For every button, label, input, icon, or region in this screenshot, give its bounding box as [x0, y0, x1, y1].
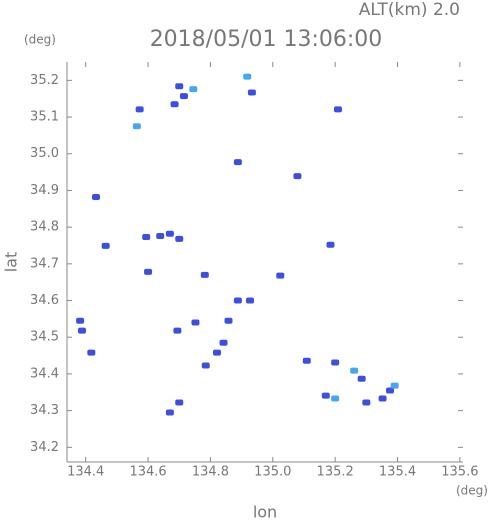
y-tick-label: 34.5: [30, 330, 59, 345]
x-tick-label: 134.8: [192, 465, 229, 480]
echo-cell: [144, 268, 153, 275]
echo-cell: [170, 101, 179, 108]
x-unit: (deg): [456, 484, 488, 498]
echo-cell: [200, 271, 209, 278]
y-tick-label: 34.6: [30, 293, 59, 308]
y-tick-label: 34.2: [30, 440, 59, 455]
echo-cell: [191, 319, 200, 326]
echo-cell: [390, 382, 399, 389]
echo-cell: [293, 173, 302, 180]
y-unit: (deg): [24, 33, 56, 47]
echo-cell: [179, 93, 188, 100]
echo-cell: [321, 392, 330, 399]
echo-cell: [173, 327, 182, 334]
echo-cell: [189, 86, 198, 93]
echo-cell: [142, 234, 151, 241]
x-tick-label: 134.4: [67, 465, 104, 480]
echo-cell: [76, 317, 85, 324]
x-tick-label: 135.6: [441, 465, 478, 480]
echo-cell: [357, 375, 366, 382]
x-tick-label: 135.4: [379, 465, 416, 480]
echo-cell: [175, 83, 184, 90]
echo-cell: [378, 395, 387, 402]
echo-cell: [326, 241, 335, 248]
echo-cell: [101, 242, 110, 249]
echo-cell: [135, 106, 144, 113]
echo-cell: [243, 73, 252, 80]
echo-cell: [331, 359, 340, 366]
echo-cell: [175, 235, 184, 242]
y-tick-label: 34.7: [30, 256, 59, 271]
y-tick-label: 35.1: [30, 110, 59, 125]
echo-cell: [246, 297, 255, 304]
echo-cell: [91, 194, 100, 201]
y-tick-label: 34.9: [30, 183, 59, 198]
echo-cell: [165, 230, 174, 237]
echo-cell: [276, 272, 285, 279]
echo-cell: [175, 399, 184, 406]
echo-cell: [212, 349, 221, 356]
echo-cell: [233, 297, 242, 304]
echo-cell: [331, 395, 340, 402]
echo-cell: [233, 159, 242, 166]
y-tick-label: 34.3: [30, 403, 59, 418]
x-tick-label: 135.2: [317, 465, 354, 480]
y-tick-label: 35.0: [30, 146, 59, 161]
y-tick-label: 35.2: [30, 73, 59, 88]
y-axis-title: lat: [2, 252, 21, 273]
x-tick-label: 135.0: [254, 465, 291, 480]
echo-cell: [201, 362, 210, 369]
echo-cell: [333, 106, 342, 113]
echo-cell: [350, 367, 359, 374]
echo-cell: [219, 339, 228, 346]
chart-title: 2018/05/01 13:06:00: [150, 27, 383, 52]
echo-cell: [362, 399, 371, 406]
x-tick-label: 134.6: [129, 465, 166, 480]
echo-cell: [77, 327, 86, 334]
x-axis-title: lon: [253, 503, 277, 521]
echo-cell: [247, 89, 256, 96]
echo-cell: [302, 357, 311, 364]
echo-cell: [156, 232, 165, 239]
y-tick-label: 34.4: [30, 366, 59, 381]
y-tick-label: 34.8: [30, 220, 59, 235]
altitude-label: ALT(km) 2.0: [359, 0, 460, 20]
echo-cell: [87, 349, 96, 356]
echo-cell: [165, 409, 174, 416]
echo-cell: [132, 123, 141, 130]
echo-cell: [386, 387, 395, 394]
echo-cell: [224, 317, 233, 324]
